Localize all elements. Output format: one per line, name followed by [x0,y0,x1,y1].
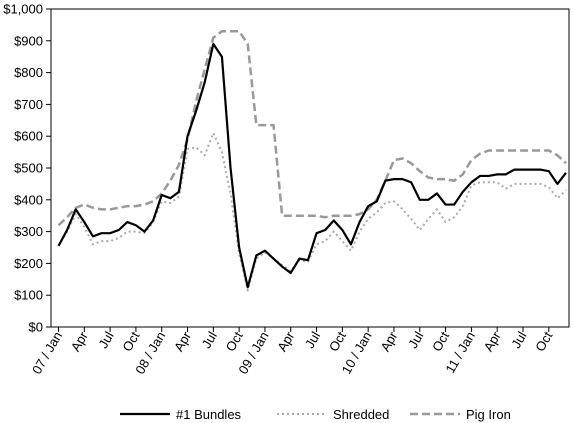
x-tick-label: Oct [326,329,349,354]
x-tick-label: 07 / Jan [29,329,65,377]
y-tick-label: $1,000 [3,2,43,17]
legend-label: #1 Bundles [176,407,242,422]
x-tick-label: Jul [302,329,323,351]
y-tick-label: $100 [14,288,43,303]
x-tick-label: Oct [223,329,246,354]
x-tick-label: Jul [199,329,220,351]
y-tick-label: $400 [14,192,43,207]
x-tick-label: Apr [68,328,91,354]
y-tick-label: $500 [14,161,43,176]
x-tick-label: Oct [532,329,555,354]
y-tick-label: $800 [14,65,43,80]
plot-area-frame [50,8,570,328]
y-axis: $0 $100 $200 $300 $400 $500 $600 $700 $800 $900 $1… [3,2,51,335]
series-line-pig-iron [57,30,567,227]
series-line-shredded [57,132,567,292]
y-tick-label: $300 [14,224,43,239]
legend: #1 Bundles Shredded Pig Iron [120,407,511,422]
y-tick-label: $700 [14,97,43,112]
x-tick-label: Apr [274,328,297,354]
x-tick-label: Jul [405,329,426,351]
x-tick-label: Oct [429,329,452,354]
x-tick-label: Apr [481,328,504,354]
legend-label: Pig Iron [466,407,511,422]
y-tick-label: $0 [29,320,43,335]
y-tick-label: $900 [14,33,43,48]
legend-label: Shredded [333,407,389,422]
x-tick-label: Jul [508,329,529,351]
series-lines [57,30,567,292]
x-tick-label: Apr [171,328,194,354]
y-tick-label: $200 [14,256,43,271]
x-tick-label: Apr [377,328,400,354]
x-tick-label: Oct [119,329,142,354]
y-tick-label: $600 [14,129,43,144]
series-line-1-bundles [57,42,567,289]
x-tick-label: Jul [95,329,116,351]
